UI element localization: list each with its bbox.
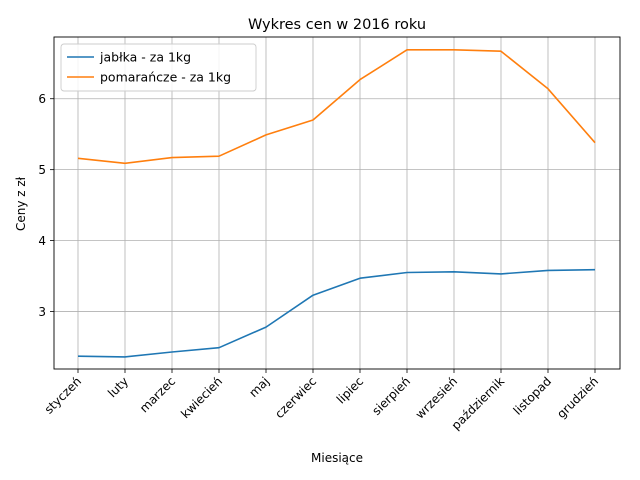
plot-frame [53, 36, 621, 370]
grid [54, 37, 620, 369]
series-lines [77, 48, 596, 358]
y-tick-label: 6 [38, 92, 46, 106]
y-tick-label: 4 [38, 234, 46, 248]
legend: jabłka - za 1kg pomarańcze - za 1kg [60, 43, 257, 92]
series-line-2 [77, 48, 596, 165]
chart-title: Wykres cen w 2016 roku [248, 17, 426, 33]
legend-label: jabłka - za 1kg [99, 50, 191, 65]
legend-box [60, 43, 257, 92]
y-tick-label: 5 [38, 163, 46, 177]
y-axis-title: Ceny z zł [14, 176, 28, 231]
y-tick-label: 3 [38, 305, 46, 319]
legend-label: pomarańcze - za 1kg [100, 70, 231, 85]
series-line-1 [77, 268, 596, 358]
x-axis-title: Miesiące [311, 451, 363, 465]
